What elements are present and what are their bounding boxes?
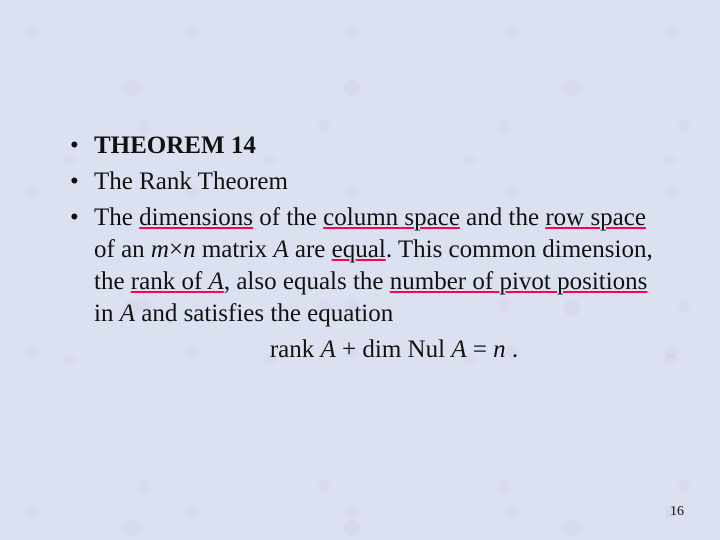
t-p1: dimensions bbox=[139, 204, 253, 231]
t-p21: A bbox=[120, 300, 135, 327]
t-p12: are bbox=[289, 236, 332, 263]
t-p7: m bbox=[151, 236, 169, 263]
eq-e2: + dim bbox=[336, 336, 408, 363]
text-theorem-number: THEOREM 14 bbox=[94, 132, 256, 159]
t-p19: number of pivot positions bbox=[390, 268, 648, 295]
bullet-theorem-name: The Rank Theorem bbox=[60, 166, 660, 198]
eq-e1: A bbox=[321, 336, 336, 363]
eq-e7: n bbox=[493, 336, 506, 363]
t-p3: column space bbox=[323, 204, 460, 231]
t-p8: × bbox=[169, 236, 183, 263]
theorem-body: The dimensions of the column space and t… bbox=[94, 204, 653, 327]
t-p16: of bbox=[175, 268, 208, 295]
eq-e3: Nul bbox=[408, 336, 446, 363]
t-p13: equal bbox=[332, 236, 386, 263]
t-p4: and the bbox=[460, 204, 545, 231]
eq-e5: A bbox=[451, 336, 466, 363]
equation-line: rank A + dim Nul A = n . bbox=[94, 334, 660, 366]
t-p11: A bbox=[273, 236, 288, 263]
t-p18: , also equals the bbox=[224, 268, 390, 295]
bullet-list: THEOREM 14 The Rank Theorem The dimensio… bbox=[60, 130, 660, 366]
t-p15: rank bbox=[131, 268, 175, 295]
t-p0: The bbox=[94, 204, 139, 231]
t-p10: matrix bbox=[196, 236, 274, 263]
t-p2: of the bbox=[253, 204, 323, 231]
t-p5: row space bbox=[545, 204, 646, 231]
t-p17: A bbox=[209, 268, 224, 295]
page-number: 16 bbox=[670, 504, 684, 520]
t-p22: and satisfies the equation bbox=[135, 300, 393, 327]
text-theorem-name: The Rank Theorem bbox=[94, 168, 288, 195]
t-p9: n bbox=[183, 236, 196, 263]
eq-e8: . bbox=[506, 336, 519, 363]
eq-e0: rank bbox=[270, 336, 321, 363]
t-p20: in bbox=[94, 300, 120, 327]
t-p6: of an bbox=[94, 236, 151, 263]
eq-e6: = bbox=[467, 336, 494, 363]
bullet-theorem-body: The dimensions of the column space and t… bbox=[60, 202, 660, 366]
bullet-theorem-number: THEOREM 14 bbox=[60, 130, 660, 162]
slide: THEOREM 14 The Rank Theorem The dimensio… bbox=[0, 0, 720, 540]
